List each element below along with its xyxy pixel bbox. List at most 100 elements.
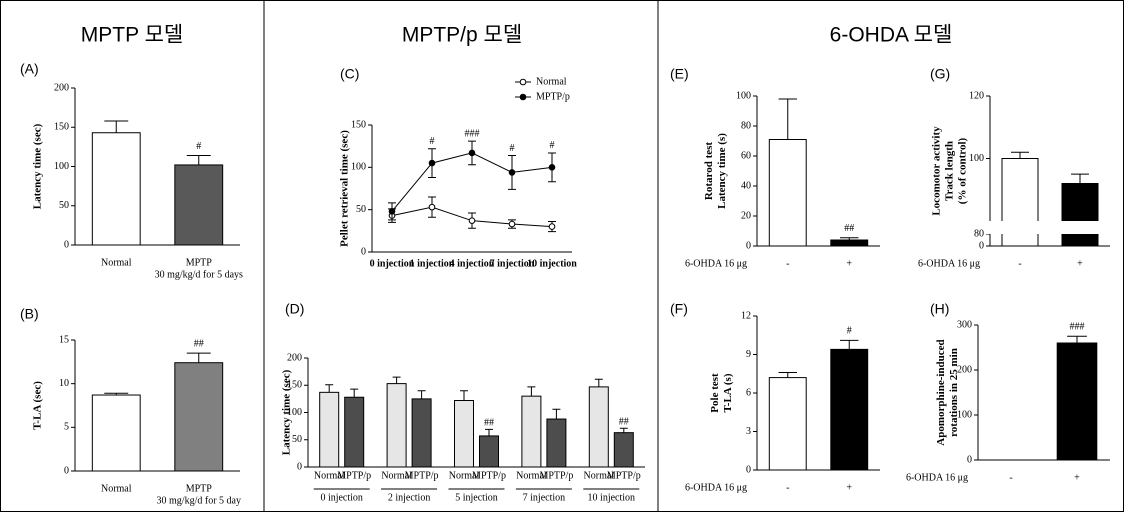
- group-label: 5 injection: [455, 492, 498, 503]
- x-tick-label: 1 injection: [410, 258, 455, 269]
- y-tick-label: 100: [287, 407, 302, 418]
- y-axis-label: Apomorphine-induced: [935, 339, 947, 445]
- error-bar: [619, 427, 628, 433]
- y-tick-label: 0: [64, 465, 69, 476]
- error-bar: [594, 378, 603, 387]
- column-title: 6-OHDA 모델: [830, 24, 953, 47]
- significance-mark: #: [510, 143, 515, 154]
- group-label: 7 injection: [523, 492, 566, 503]
- y-tick-label: 15: [59, 334, 69, 345]
- bar: [454, 400, 474, 468]
- y-tick-label: 100: [969, 153, 984, 164]
- y-axis-label: T-LA (s): [722, 373, 734, 412]
- error-bar: [1067, 335, 1087, 343]
- x-tick-label: 10 injection: [527, 258, 577, 269]
- bar: [588, 386, 609, 468]
- panel-label: (A): [20, 61, 39, 77]
- bar-label: Normal: [381, 470, 412, 481]
- y-tick-label: 0: [967, 454, 972, 465]
- bar-label: MPTP/p: [472, 470, 506, 481]
- bar-label: Normal: [516, 470, 547, 481]
- marker: [548, 164, 556, 171]
- error-bar: [527, 386, 536, 397]
- x-axis-label: 6-OHDA 16 μg: [685, 482, 747, 493]
- y-tick-label: 100: [736, 90, 751, 101]
- y-tick-label: 0: [746, 240, 751, 251]
- y-tick-label: 10: [59, 378, 69, 389]
- y-tick-label: 100: [54, 161, 69, 172]
- y-tick-label: 120: [969, 90, 984, 101]
- significance-mark: ###: [1070, 322, 1085, 333]
- error-bar: [325, 384, 334, 393]
- x-tick-label: Normal: [101, 483, 132, 494]
- legend-label: Normal: [536, 76, 567, 87]
- panel-label: (H): [930, 301, 949, 317]
- error-bar: [552, 408, 561, 420]
- error-bar: [840, 237, 859, 240]
- bar-label: Normal: [449, 470, 480, 481]
- error-bar: [778, 371, 797, 378]
- x-axis-label: 6-OHDA 16 μg: [685, 258, 747, 269]
- x-tick-label: +: [846, 258, 852, 269]
- y-axis-label: Pellet retrieval time (sec): [339, 130, 351, 247]
- bar-label: Normal: [314, 470, 345, 481]
- marker: [468, 217, 476, 224]
- bar: [91, 132, 141, 246]
- y-tick-label: 40: [741, 180, 751, 191]
- bar: [830, 348, 869, 471]
- significance-mark: ##: [844, 223, 854, 234]
- x-tick-label: 7 injection: [490, 258, 535, 269]
- y-tick-label: 80: [741, 120, 751, 131]
- x-tick-label: -: [1018, 258, 1021, 269]
- y-axis-label: Latency time (sec): [32, 123, 44, 209]
- significance-mark: #: [196, 141, 201, 152]
- error-bar: [840, 339, 859, 350]
- error-bar: [104, 120, 129, 133]
- y-tick-label: 50: [292, 434, 302, 445]
- error-bar: [778, 98, 797, 140]
- significance-mark: #: [430, 136, 435, 147]
- bar: [521, 395, 542, 468]
- y-tick-label: 150: [54, 122, 69, 133]
- bar: [91, 394, 141, 472]
- column-title: MPTP 모델: [81, 24, 183, 47]
- significance-mark: ##: [484, 418, 494, 429]
- x-tick-note: 30 mg/kg/d for 5 days: [155, 269, 243, 280]
- y-axis-label: Pole test: [709, 373, 721, 413]
- significance-mark: ##: [619, 417, 629, 428]
- panel-label: (F): [670, 301, 688, 317]
- bar: [344, 396, 365, 468]
- y-tick-label: 100: [957, 409, 972, 420]
- bar: [830, 239, 869, 247]
- x-tick-label: Normal: [101, 257, 132, 268]
- legend-marker: [519, 93, 527, 101]
- error-bar: [1011, 151, 1029, 159]
- marker: [428, 203, 436, 211]
- significance-mark: ##: [194, 338, 204, 349]
- group-label: 2 injection: [388, 492, 431, 503]
- marker: [468, 149, 476, 157]
- y-tick-label: 0: [361, 246, 366, 257]
- error-bar: [186, 155, 211, 165]
- panel-label: (G): [930, 66, 950, 82]
- bar-label: MPTP/p: [337, 470, 371, 481]
- y-tick-label: 50: [59, 200, 69, 211]
- column-title: MPTP/p 모델: [402, 24, 522, 47]
- y-tick-label: 6: [746, 387, 751, 398]
- group-label: 10 injection: [588, 492, 636, 503]
- y-tick-label: 200: [287, 352, 302, 363]
- y-tick-label: 150: [351, 119, 366, 130]
- x-tick-label: 0 injection: [370, 258, 415, 269]
- error-bar: [392, 376, 401, 384]
- bar-label: MPTP/p: [405, 470, 439, 481]
- bar: [386, 383, 407, 468]
- bar: [411, 398, 432, 468]
- x-tick-label: -: [786, 482, 789, 493]
- significance-mark: ###: [465, 128, 480, 139]
- x-axis-label: 6-OHDA 16 μg: [906, 472, 968, 483]
- bar: [1056, 342, 1098, 461]
- y-axis-label: Latency time (sec): [281, 369, 293, 455]
- error-bar: [350, 388, 359, 398]
